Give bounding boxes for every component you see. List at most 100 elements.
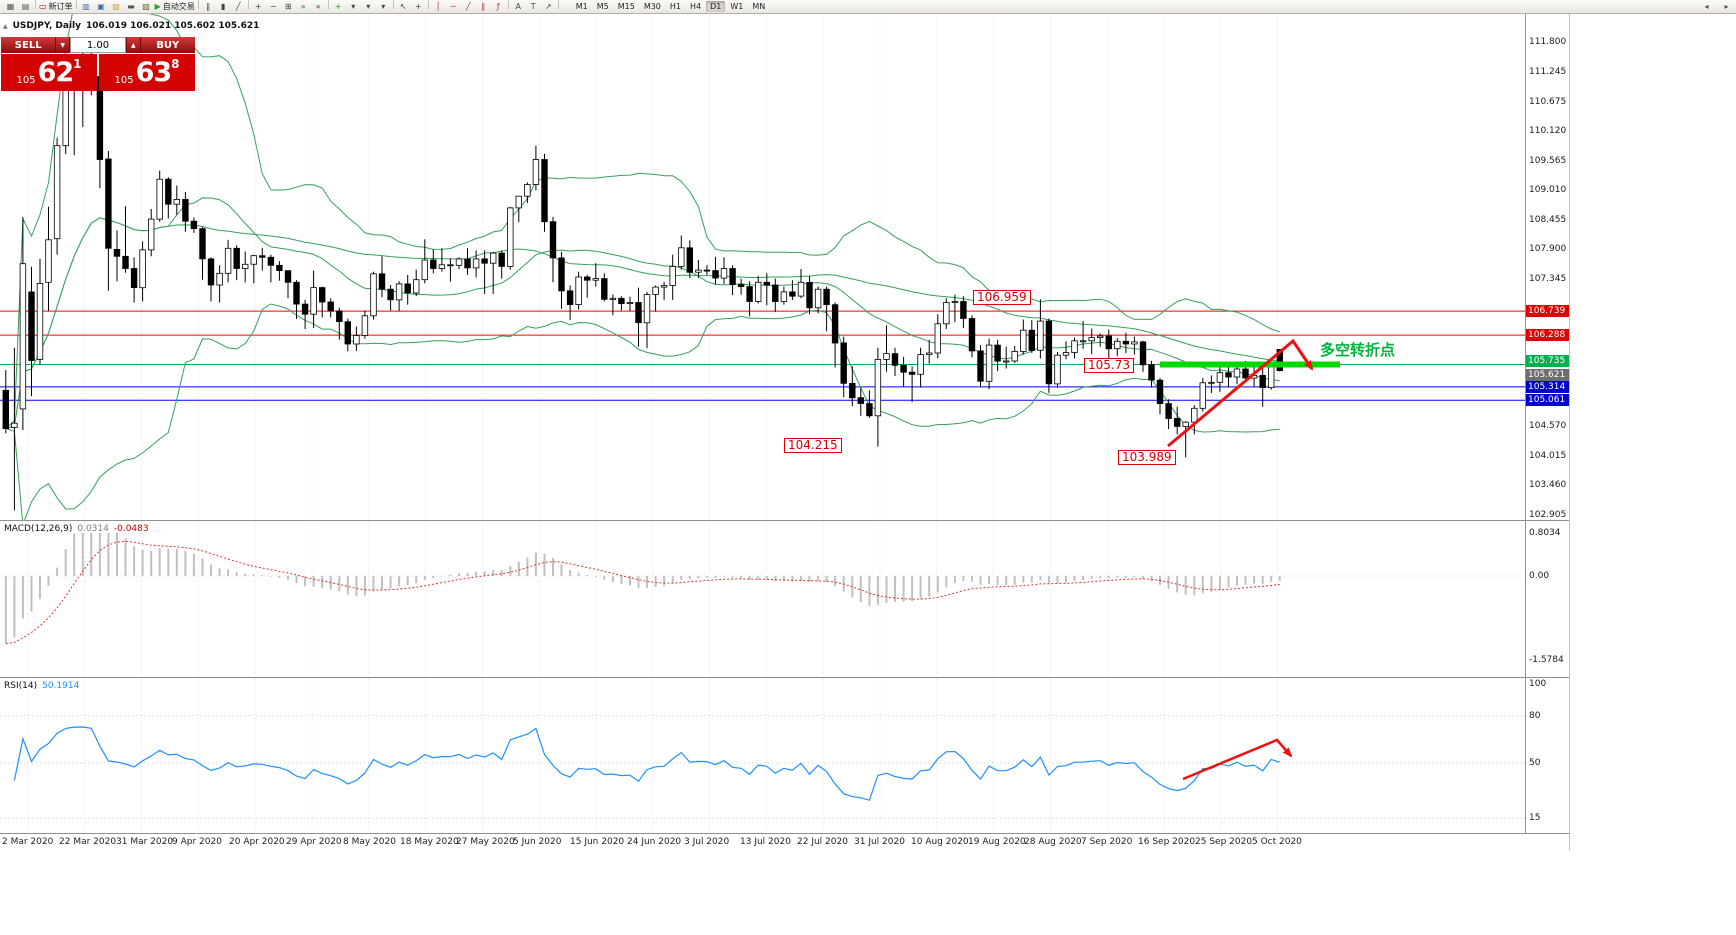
price-axis-label: 109.565 [1529, 156, 1567, 166]
fibonacci-icon[interactable]: ƒ [491, 2, 506, 13]
moving-average-line [5, 217, 1280, 429]
trend-arrow[interactable] [1167, 338, 1314, 448]
macd-chart[interactable] [0, 521, 1525, 677]
macd-scale[interactable]: 0.8034 0.00 -1.5784 [1525, 521, 1569, 678]
zoom-in-icon[interactable]: + [251, 2, 266, 13]
buy-price-pip: 8 [171, 57, 180, 71]
timeframe-d1[interactable]: D1 [706, 1, 726, 12]
indicators-dropdown-icon-glyph: ▾ [351, 2, 356, 12]
rsi-scale[interactable]: 100 80 50 15 [1525, 678, 1569, 834]
timeframe-m5[interactable]: M5 [596, 2, 609, 11]
timeframe-h4[interactable]: H4 [690, 2, 702, 11]
bar-chart-icon[interactable]: ∥ [201, 2, 216, 13]
new-chart-icon[interactable]: ▦ [3, 2, 18, 13]
data-window-icon[interactable]: ▣ [94, 2, 109, 13]
macd-label: MACD(12,26,9) 0.0314 -0.0483 [4, 524, 149, 534]
tile-windows-icon-glyph: ⊞ [284, 2, 292, 12]
arrows-icon-glyph: ↗ [544, 2, 552, 12]
price-chart-panel: 111.800 111.245 110.675 110.120 109.565 109.0… [0, 13, 1569, 520]
time-axis-label: 15 Jun 2020 [570, 837, 625, 847]
macd-main-value: 0.0314 [77, 524, 109, 534]
trendline-icon[interactable]: ╱ [461, 2, 476, 13]
toolbar-separator [392, 0, 394, 10]
rsi-panel: 100 80 50 15 RSI(14) 50.1914 [0, 677, 1569, 834]
text-icon[interactable]: A [511, 2, 526, 13]
horizontal-line-icon[interactable]: ─ [446, 2, 461, 13]
terminal-icon[interactable]: ▬ [124, 2, 139, 13]
price-axis-tag: 105.621 [1526, 369, 1569, 381]
time-axis-label: 27 May 2020 [456, 837, 515, 847]
buy-price-box[interactable]: 105 63 8 [99, 54, 195, 91]
time-scale[interactable]: 2 Mar 2020 22 Mar 2020 31 Mar 2020 9 Apr 20… [0, 833, 1569, 852]
price-tag-annotation[interactable]: 103.989 [1118, 450, 1176, 465]
indicators-icon[interactable]: + [331, 2, 346, 13]
templates-dropdown-icon[interactable]: ▾ [376, 2, 391, 13]
crosshair-icon-glyph: + [414, 2, 422, 12]
new-order-button[interactable]: ▭ 新订单 [38, 2, 74, 13]
line-chart-icon[interactable]: ╱ [231, 2, 246, 13]
strategy-tester-icon-glyph: ▨ [142, 2, 150, 12]
time-axis-label: 31 Jul 2020 [854, 837, 905, 847]
sell-price-box[interactable]: 105 62 1 [1, 54, 97, 91]
timeframe-m15[interactable]: M15 [617, 2, 635, 11]
price-axis-label: 110.675 [1529, 97, 1567, 107]
auto-scroll-icon[interactable]: » [296, 2, 311, 13]
price-axis-label: 104.570 [1529, 421, 1567, 431]
trend-arrow[interactable] [1182, 738, 1293, 781]
arrows-icon[interactable]: ↗ [541, 2, 556, 13]
toolbar-more-right-icon[interactable]: ▸ [1724, 1, 1729, 11]
bar-chart-icon-glyph: ∥ [206, 2, 211, 12]
rsi-chart[interactable] [0, 678, 1525, 833]
turning-point-label[interactable]: 多空转折点 [1320, 341, 1396, 359]
price-axis-tag: 105.061 [1526, 394, 1569, 406]
sell-price-main: 62 [37, 57, 75, 88]
toolbar-separator [557, 0, 559, 10]
cursor-icon[interactable]: ↖ [396, 2, 411, 13]
price-tag-annotation[interactable]: 106.959 [973, 290, 1031, 305]
panel-separator[interactable] [0, 518, 1569, 522]
price-axis-label: 109.010 [1529, 185, 1567, 195]
timeframe-toolbar: M1 M5 M15 M30 H1 H4 D1 W1 MN [572, 1, 770, 12]
tile-windows-icon[interactable]: ⊞ [281, 2, 296, 13]
volume-up-icon[interactable]: ▲ [126, 37, 141, 53]
profiles-icon[interactable]: ▤ [18, 2, 33, 13]
buy-button[interactable]: BUY [140, 37, 195, 53]
periods-dropdown-icon[interactable]: ▾ [361, 2, 376, 13]
time-axis-label: 5 Oct 2020 [1252, 837, 1302, 847]
strategy-tester-icon[interactable]: ▨ [139, 2, 154, 13]
timeframe-w1[interactable]: W1 [730, 2, 744, 11]
volume-input[interactable] [70, 37, 126, 53]
volume-down-icon[interactable]: ▼ [55, 37, 70, 53]
price-axis-label: 111.245 [1529, 67, 1567, 77]
data-window-icon-glyph: ▣ [97, 2, 105, 12]
zoom-out-icon[interactable]: − [266, 2, 281, 13]
market-watch-icon[interactable]: ▥ [79, 2, 94, 13]
channel-icon[interactable]: ∥ [476, 2, 491, 13]
timeframe-mn[interactable]: MN [752, 2, 766, 11]
indicators-dropdown-icon[interactable]: ▾ [346, 2, 361, 13]
timeframe-m1[interactable]: M1 [575, 2, 588, 11]
rsi-name: RSI(14) [4, 681, 38, 691]
text-label-icon[interactable]: T [526, 2, 541, 13]
toolbar-more-left-icon[interactable]: ◂ [1704, 1, 1709, 11]
candlestick-chart[interactable] [0, 13, 1525, 520]
time-axis-label: 3 Jul 2020 [684, 837, 730, 847]
sell-price-pip: 1 [73, 57, 82, 71]
price-scale[interactable]: 111.800 111.245 110.675 110.120 109.565 109.0… [1525, 13, 1569, 520]
one-click-collapse-icon[interactable]: ▲ [3, 22, 8, 30]
sell-button[interactable]: SELL [1, 37, 56, 53]
panel-separator[interactable] [0, 675, 1569, 679]
timeframe-m30[interactable]: M30 [643, 2, 661, 11]
crosshair-icon[interactable]: + [411, 2, 426, 13]
vertical-line-icon[interactable]: │ [431, 2, 446, 13]
time-axis-label: 19 Aug 2020 [968, 837, 1026, 847]
candlestick-chart-icon[interactable]: ▮ [216, 2, 231, 13]
horizontal-line-icon-glyph: ─ [450, 2, 456, 12]
chart-shift-icon[interactable]: « [311, 2, 326, 13]
price-tag-annotation[interactable]: 105.73 [1084, 358, 1134, 373]
navigator-icon[interactable]: ▧ [109, 2, 124, 13]
macd-axis-label: 0.00 [1529, 571, 1550, 581]
timeframe-h1[interactable]: H1 [669, 2, 682, 11]
price-tag-annotation[interactable]: 104.215 [784, 438, 842, 453]
autotrading-button[interactable]: ▶ 自动交易 [154, 2, 196, 13]
